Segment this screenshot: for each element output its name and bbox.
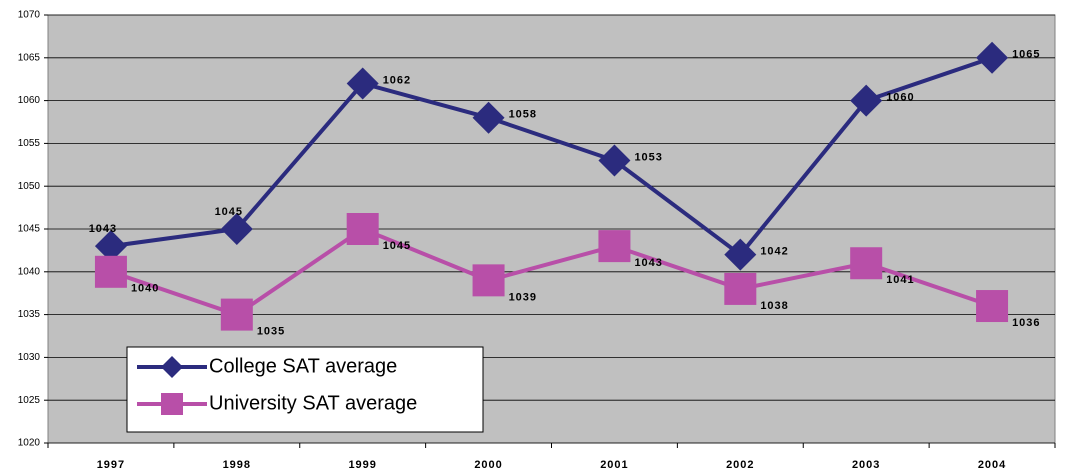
- marker: [220, 213, 253, 245]
- data-label: 1058: [509, 109, 537, 121]
- data-label: 1039: [509, 291, 537, 303]
- y-tick-label: 1020: [18, 438, 41, 449]
- data-label: 1041: [886, 274, 914, 286]
- x-tick-label: 1998: [223, 459, 251, 471]
- marker: [472, 101, 505, 134]
- marker: [472, 264, 505, 297]
- y-tick-label: 1065: [18, 52, 41, 63]
- legend-label: College SAT average: [209, 355, 397, 377]
- y-tick-label: 1035: [18, 309, 41, 320]
- series-line: [110, 226, 993, 317]
- data-label: 1045: [215, 206, 243, 218]
- x-tick-label: 2001: [600, 459, 628, 471]
- y-tick-label: 1050: [18, 181, 41, 192]
- x-tick-label: 2000: [474, 459, 502, 471]
- data-label: 1043: [634, 257, 662, 269]
- x-tick-label: 2004: [978, 459, 1006, 471]
- marker: [598, 230, 631, 263]
- marker: [220, 298, 253, 331]
- marker: [850, 247, 883, 280]
- series-line: [110, 55, 993, 258]
- data-label: 1043: [89, 223, 117, 235]
- x-tick-label: 1997: [97, 459, 125, 471]
- y-tick-label: 1025: [18, 395, 41, 406]
- marker: [94, 230, 127, 263]
- data-label: 1060: [886, 92, 914, 104]
- marker: [346, 67, 379, 100]
- data-label: 1065: [1012, 49, 1040, 61]
- data-label: 1036: [1012, 317, 1040, 329]
- marker: [598, 144, 631, 177]
- data-label: 1035: [257, 326, 285, 338]
- marker: [161, 356, 183, 378]
- marker: [976, 290, 1009, 323]
- x-tick-label: 2003: [852, 459, 880, 471]
- y-tick-label: 1055: [18, 138, 41, 149]
- marker: [976, 41, 1009, 74]
- data-label: 1045: [383, 240, 411, 252]
- data-label: 1042: [760, 246, 788, 258]
- y-tick-label: 1045: [18, 224, 41, 235]
- marker: [850, 84, 883, 117]
- y-tick-label: 1060: [18, 95, 41, 106]
- marker: [94, 255, 127, 288]
- legend: [126, 346, 484, 433]
- y-tick-label: 1040: [18, 266, 41, 277]
- y-tick-label: 1070: [18, 10, 41, 21]
- marker: [724, 272, 757, 305]
- data-label: 1053: [634, 151, 662, 163]
- data-label: 1040: [131, 283, 159, 295]
- data-label: 1062: [383, 74, 411, 86]
- data-label: 1038: [760, 300, 788, 312]
- marker: [724, 238, 757, 271]
- y-tick-label: 1030: [18, 352, 41, 363]
- x-tick-label: 1999: [348, 459, 376, 471]
- legend-label: University SAT average: [209, 392, 417, 414]
- marker: [346, 213, 379, 245]
- x-tick-label: 2002: [726, 459, 754, 471]
- marker: [161, 393, 183, 415]
